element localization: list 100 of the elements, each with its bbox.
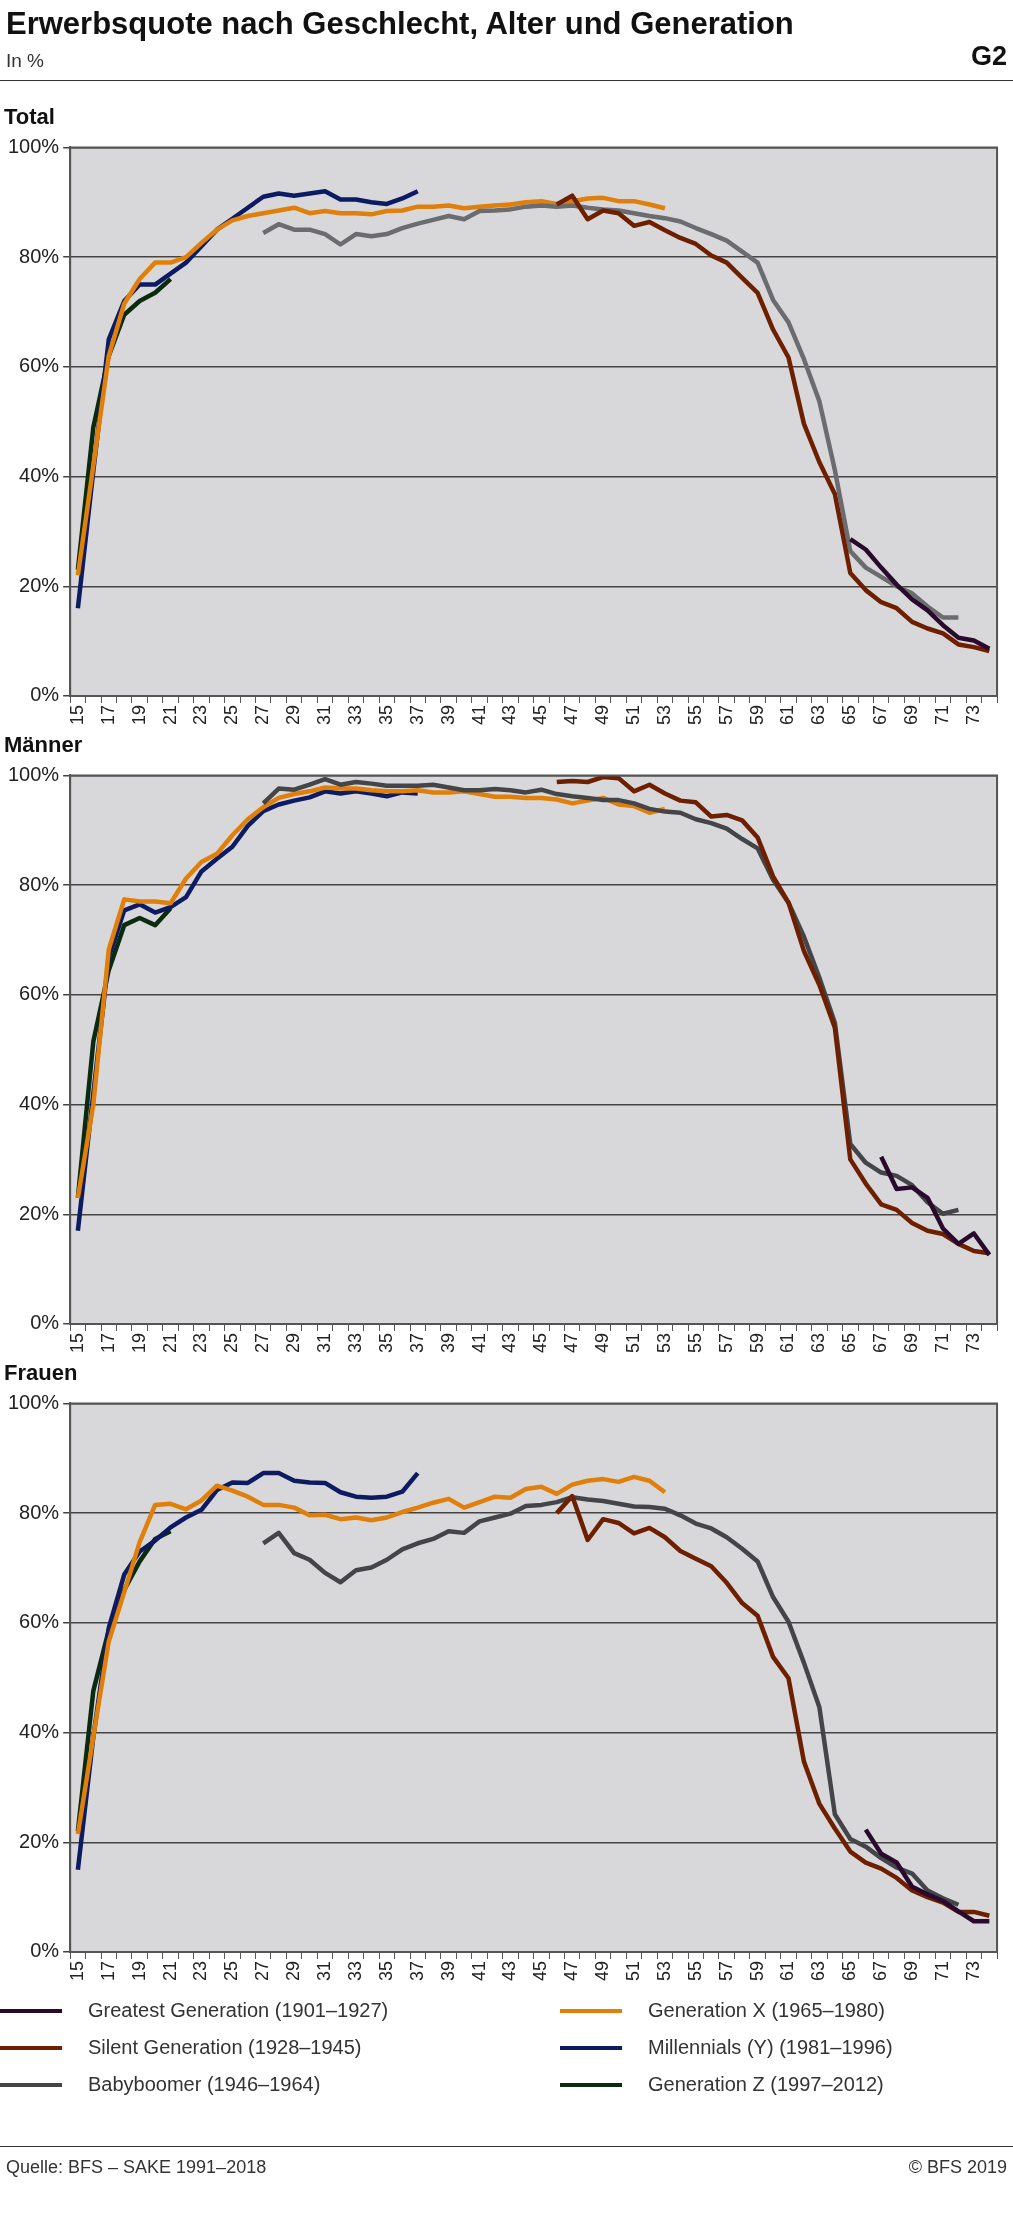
x-tick-label: 17: [97, 1960, 118, 1982]
x-tick-label: 59: [746, 1960, 767, 1982]
x-tick-label: 53: [653, 1332, 674, 1354]
x-tick-label: 39: [437, 1960, 458, 1982]
y-tick-label: 80%: [19, 1500, 60, 1523]
x-tick-label: 19: [128, 1960, 149, 1982]
x-tick-label: 63: [808, 704, 829, 726]
y-tick-label: 40%: [19, 464, 60, 487]
y-tick-label: 20%: [19, 573, 60, 596]
x-tick-label: 43: [499, 704, 520, 726]
x-tick-label: 15: [66, 1332, 87, 1354]
x-tick-label: 59: [746, 704, 767, 726]
y-tick-label: 60%: [19, 354, 60, 377]
x-tick-label: 25: [221, 704, 242, 726]
x-tick-label: 57: [715, 704, 736, 726]
x-tick-label: 53: [653, 704, 674, 726]
y-tick-label: 0%: [30, 683, 60, 706]
x-tick-label: 49: [592, 1332, 613, 1354]
x-tick-label: 15: [66, 1960, 87, 1982]
x-tick-label: 57: [715, 1960, 736, 1982]
x-tick-label: 23: [190, 1332, 211, 1354]
legend-label: Generation Z (1997–2012): [648, 2073, 884, 2096]
y-tick-label: 20%: [19, 1829, 60, 1852]
text: G2: [970, 41, 1007, 72]
x-tick-label: 51: [622, 704, 643, 726]
x-tick-label: 19: [128, 1332, 149, 1354]
x-tick-label: 21: [159, 1960, 180, 1982]
y-tick-label: 100%: [8, 134, 60, 157]
x-tick-label: 27: [252, 704, 273, 726]
x-tick-label: 47: [561, 1332, 582, 1354]
text: Erwerbsquote nach Geschlecht, Alter und Generation: [6, 6, 794, 42]
x-tick-label: 59: [746, 1332, 767, 1354]
x-tick-label: 45: [530, 704, 551, 726]
x-tick-label: 35: [375, 1960, 396, 1982]
x-tick-label: 23: [190, 1960, 211, 1982]
x-tick-label: 73: [962, 1332, 983, 1354]
legend-label: Silent Generation (1928–1945): [88, 2036, 362, 2059]
x-tick-label: 67: [870, 1332, 891, 1354]
x-tick-label: 41: [468, 1960, 489, 1982]
x-tick-label: 21: [159, 704, 180, 726]
chart-title: Frauen: [4, 1360, 78, 1386]
x-tick-label: 71: [931, 1960, 952, 1982]
x-tick-label: 37: [406, 704, 427, 726]
y-tick-label: 100%: [8, 762, 60, 785]
x-tick-label: 33: [344, 1332, 365, 1354]
x-tick-label: 33: [344, 704, 365, 726]
x-tick-label: 69: [901, 1332, 922, 1354]
x-tick-label: 21: [159, 1332, 180, 1354]
x-tick-label: 35: [375, 1332, 396, 1354]
x-tick-label: 31: [314, 1332, 335, 1354]
x-tick-label: 17: [97, 1332, 118, 1354]
y-tick-label: 60%: [19, 1610, 60, 1633]
x-tick-label: 17: [97, 704, 118, 726]
y-tick-label: 80%: [19, 872, 60, 895]
y-tick-label: 0%: [30, 1939, 60, 1962]
x-tick-label: 49: [592, 704, 613, 726]
x-tick-label: 65: [839, 1960, 860, 1982]
y-tick-label: 20%: [19, 1201, 60, 1224]
x-tick-label: 55: [684, 704, 705, 726]
x-tick-label: 37: [406, 1960, 427, 1982]
x-tick-label: 39: [437, 1332, 458, 1354]
text: © BFS 2019: [908, 2157, 1007, 2178]
text: In %: [6, 50, 46, 72]
x-tick-label: 41: [468, 704, 489, 726]
x-tick-label: 61: [777, 1960, 798, 1982]
x-tick-label: 73: [962, 704, 983, 726]
x-tick-label: 71: [931, 704, 952, 726]
x-tick-label: 63: [808, 1332, 829, 1354]
x-tick-label: 67: [870, 1960, 891, 1982]
x-tick-label: 61: [777, 1332, 798, 1354]
legend-label: Millennials (Y) (1981–1996): [648, 2036, 893, 2059]
x-tick-label: 41: [468, 1332, 489, 1354]
x-tick-label: 47: [561, 704, 582, 726]
x-tick-label: 25: [221, 1332, 242, 1354]
x-tick-label: 65: [839, 1332, 860, 1354]
x-tick-label: 51: [622, 1332, 643, 1354]
chart-title: Total: [4, 104, 55, 130]
source-note: Quelle: BFS – SAKE 1991–2018: [6, 2157, 267, 2178]
x-tick-label: 55: [684, 1332, 705, 1354]
y-tick-label: 40%: [19, 1092, 60, 1115]
y-tick-label: 80%: [19, 244, 60, 267]
x-tick-label: 29: [283, 1960, 304, 1982]
x-tick-label: 25: [221, 1960, 242, 1982]
legend-label: Babyboomer (1946–1964): [88, 2073, 321, 2096]
y-tick-label: 0%: [30, 1311, 60, 1334]
x-tick-label: 27: [252, 1960, 273, 1982]
legend-label: Greatest Generation (1901–1927): [88, 1999, 389, 2022]
x-tick-label: 31: [314, 704, 335, 726]
y-tick-label: 40%: [19, 1720, 60, 1743]
x-tick-label: 43: [499, 1332, 520, 1354]
x-tick-label: 27: [252, 1332, 273, 1354]
x-tick-label: 19: [128, 704, 149, 726]
chart-title: Männer: [4, 732, 83, 758]
x-tick-label: 63: [808, 1960, 829, 1982]
x-tick-label: 51: [622, 1960, 643, 1982]
x-tick-label: 61: [777, 704, 798, 726]
x-tick-label: 47: [561, 1960, 582, 1982]
x-tick-label: 43: [499, 1960, 520, 1982]
x-tick-label: 71: [931, 1332, 952, 1354]
x-tick-label: 23: [190, 704, 211, 726]
